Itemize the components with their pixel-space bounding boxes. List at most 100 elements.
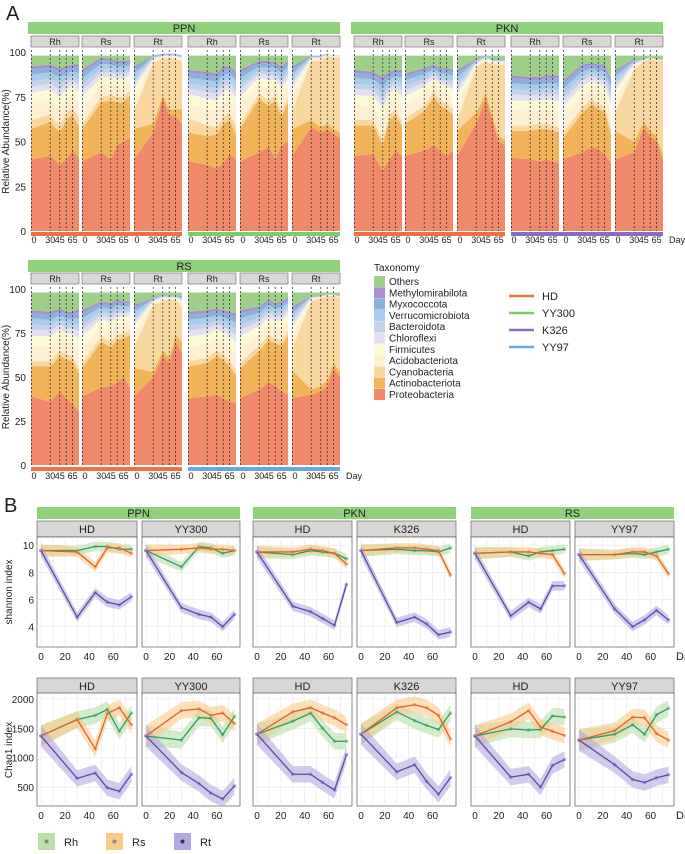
area-bacteroidota bbox=[82, 68, 130, 91]
area-myxococcota bbox=[82, 301, 130, 319]
x-tick-label: 45 bbox=[535, 235, 545, 245]
area-methylomirabilota bbox=[615, 57, 663, 73]
area-others bbox=[405, 55, 453, 74]
facet-header-label: Rh bbox=[206, 37, 218, 47]
legend-swatch bbox=[374, 389, 385, 400]
area-bacteroidota bbox=[405, 72, 453, 91]
facet-header-label: HD bbox=[79, 681, 95, 693]
facet-header bbox=[30, 35, 80, 48]
area-verrucomicrobiota bbox=[240, 66, 288, 85]
x-tick-label: 20 bbox=[379, 811, 391, 822]
facet-header-label: K326 bbox=[394, 681, 420, 693]
genotype-bar-hd bbox=[354, 232, 505, 236]
area-actinobacteriota bbox=[563, 103, 611, 163]
facet-header-label: HD bbox=[513, 681, 529, 693]
line-rs bbox=[579, 551, 669, 575]
x-tick-label: 60 bbox=[108, 811, 120, 822]
y-tick-label: 0 bbox=[20, 227, 26, 238]
x-tick-label: 30 bbox=[202, 235, 212, 245]
line-rt bbox=[40, 735, 132, 793]
area-proteobacteria bbox=[82, 137, 130, 231]
line-rh bbox=[360, 547, 451, 553]
area-myxococcota bbox=[615, 57, 663, 77]
area-firmicutes bbox=[188, 89, 236, 112]
area-proteobacteria bbox=[134, 98, 182, 231]
area-firmicutes bbox=[292, 295, 340, 337]
line-rt bbox=[256, 733, 348, 792]
x-tick-label: 40 bbox=[188, 811, 200, 822]
facet-header bbox=[291, 35, 341, 48]
y-axis-title-chao1: Chao1 index bbox=[4, 722, 15, 778]
area-acidobacteriota bbox=[82, 80, 130, 124]
area-cyanobacteria bbox=[134, 299, 182, 372]
area-actinobacteriota bbox=[188, 355, 236, 404]
y-tick-label: 0 bbox=[20, 461, 26, 472]
site-strip-label: RS bbox=[565, 508, 580, 520]
y-tick-label: 500 bbox=[17, 783, 34, 794]
area-methylomirabilota bbox=[511, 75, 559, 80]
x-tick-label: 0 bbox=[134, 235, 139, 245]
facet-header-label: Rh bbox=[372, 37, 384, 47]
y-tick-label: 50 bbox=[15, 373, 27, 384]
facet-header-label: Rs bbox=[101, 274, 112, 284]
x-tick-label: 40 bbox=[517, 811, 529, 822]
line-rt bbox=[256, 551, 348, 627]
x-tick-label: 20 bbox=[164, 811, 176, 822]
area-cyanobacteria bbox=[511, 123, 559, 133]
ribbon-rs bbox=[475, 702, 565, 747]
chao1-panel-pkn-k326 bbox=[356, 677, 457, 807]
area-bacteroidota bbox=[31, 76, 79, 90]
x-tick-label: 40 bbox=[84, 811, 96, 822]
x-tick-label: 30 bbox=[45, 235, 55, 245]
facet-rt bbox=[614, 35, 664, 231]
x-tick-label: 0 bbox=[405, 235, 410, 245]
area-actinobacteriota bbox=[188, 120, 236, 169]
chao1-panel-pkn-hd bbox=[252, 677, 353, 807]
data-point-rt bbox=[448, 630, 453, 634]
area-firmicutes bbox=[31, 329, 79, 351]
x-axis-unit: Day bbox=[669, 235, 685, 245]
x-tick-label: 45 bbox=[316, 235, 326, 245]
facet-rt bbox=[456, 35, 506, 231]
legend-label: Rt bbox=[200, 837, 211, 849]
area-methylomirabilota bbox=[82, 57, 130, 74]
area-verrucomicrobiota bbox=[292, 54, 340, 79]
area-others bbox=[31, 55, 79, 69]
area-methylomirabilota bbox=[354, 69, 402, 81]
y-tick-label: 25 bbox=[15, 417, 27, 428]
facet-header bbox=[562, 35, 612, 48]
area-myxococcota bbox=[292, 53, 340, 74]
x-tick-label: 65 bbox=[68, 471, 78, 481]
area-cyanobacteria bbox=[31, 107, 79, 133]
facet-rh bbox=[353, 35, 403, 231]
area-proteobacteria bbox=[615, 127, 663, 231]
area-others bbox=[354, 55, 402, 78]
facet-header-label: Rs bbox=[582, 37, 593, 47]
area-methylomirabilota bbox=[31, 64, 79, 72]
y-axis-title: Relative Abundance(%) bbox=[1, 89, 12, 194]
area-cyanobacteria bbox=[240, 93, 288, 129]
site-strip bbox=[28, 22, 340, 34]
facet-rs bbox=[81, 272, 131, 465]
site-strip bbox=[37, 507, 240, 519]
ribbon-rs bbox=[361, 543, 451, 580]
area-methylomirabilota bbox=[82, 299, 130, 314]
line-rs bbox=[257, 548, 347, 565]
x-tick-label: 0 bbox=[240, 235, 245, 245]
x-tick-label: 20 bbox=[275, 811, 287, 822]
legend-point bbox=[180, 839, 185, 844]
area-acidobacteriota bbox=[31, 337, 79, 369]
facet-header bbox=[614, 35, 664, 48]
line-rh bbox=[256, 549, 347, 560]
area-methylomirabilota bbox=[188, 308, 236, 318]
x-tick-label: 65 bbox=[391, 235, 401, 245]
ribbon-rt bbox=[579, 729, 669, 791]
area-cyanobacteria bbox=[82, 329, 130, 369]
ribbon-rt bbox=[257, 723, 347, 799]
area-bacteroidota bbox=[188, 320, 236, 336]
x-tick-label: 0 bbox=[240, 471, 245, 481]
x-tick-label: 65 bbox=[277, 235, 287, 245]
area-methylomirabilota bbox=[188, 66, 236, 77]
facet-header-label: Rt bbox=[477, 37, 486, 47]
x-tick-label: 0 bbox=[576, 811, 582, 822]
